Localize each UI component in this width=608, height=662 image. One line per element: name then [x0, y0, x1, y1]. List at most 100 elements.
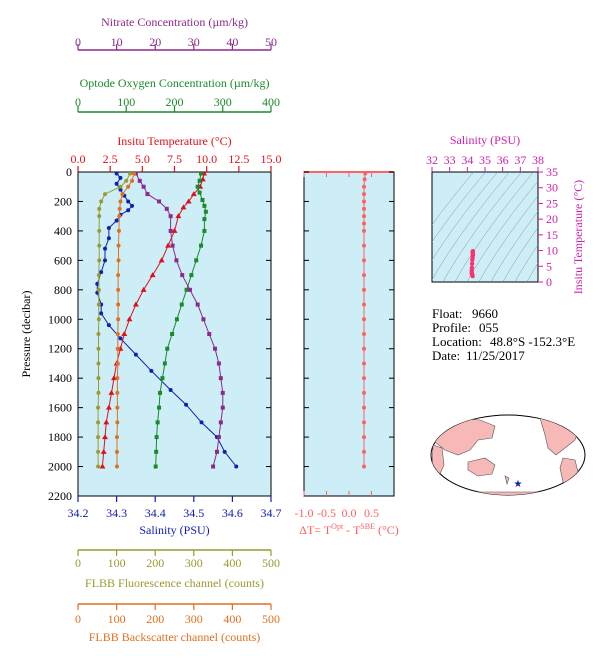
pressure-tick-label: 1800 — [48, 430, 72, 444]
info-location-label: Location: — [432, 334, 482, 349]
data-point — [213, 346, 218, 351]
data-point — [124, 178, 129, 183]
data-point — [157, 405, 162, 410]
data-point — [99, 311, 104, 316]
nitrate-tick-label: 0 — [75, 35, 81, 49]
data-point — [114, 181, 119, 186]
main-axes: 0200400600800100012001400160018002000220… — [19, 15, 282, 644]
delta-data-point — [362, 302, 366, 307]
info-date-value: 11/25/2017 — [466, 348, 525, 363]
backscatter-tick-label: 200 — [146, 612, 164, 626]
isopycnal-line — [432, 172, 498, 261]
delta-tick-label: 0.0 — [342, 506, 357, 520]
data-point — [115, 405, 120, 410]
data-point — [194, 258, 199, 263]
data-point — [190, 191, 197, 197]
data-point — [116, 258, 121, 263]
data-point — [96, 420, 101, 425]
delta-tick-label: -1.0 — [295, 506, 314, 520]
data-point — [114, 435, 119, 440]
data-point — [96, 273, 101, 278]
pressure-axis-label: Pressure (decibar) — [19, 291, 33, 378]
ts-ytick-label: 25 — [546, 196, 558, 210]
main-plot-area — [77, 171, 272, 497]
nitrate-tick-label: 30 — [188, 35, 200, 49]
info-date-label: Date: — [432, 348, 460, 363]
data-point — [222, 449, 227, 454]
temperature-tick-label: 12.5 — [228, 152, 249, 166]
data-point — [220, 390, 225, 395]
data-point — [97, 214, 102, 219]
fluorescence-axis-label: FLBB Fluorescence channel (counts) — [85, 576, 264, 590]
oxygen-tick-label: 100 — [117, 95, 135, 109]
pressure-tick-label: 800 — [54, 283, 72, 297]
delta-data-point — [362, 376, 366, 381]
ts-plot-area — [431, 171, 539, 283]
pressure-tick-label: 400 — [54, 224, 72, 238]
ts-xtick-label: 35 — [479, 153, 491, 167]
data-point — [99, 270, 104, 275]
data-point — [96, 317, 101, 322]
data-point — [118, 336, 123, 341]
data-point — [195, 184, 200, 189]
pressure-tick-label: 1400 — [48, 371, 72, 385]
data-point — [102, 434, 109, 440]
delta-data-point — [362, 420, 366, 425]
backscatter-tick-label: 0 — [75, 612, 81, 626]
data-point — [114, 449, 119, 454]
data-point — [140, 286, 147, 292]
temperature-tick-label: 5.0 — [135, 152, 150, 166]
nitrate-tick-label: 10 — [111, 35, 123, 49]
data-point — [168, 228, 173, 233]
delta-data-point — [362, 199, 366, 204]
isopycnal-line — [490, 210, 538, 282]
oxygen-tick-label: 0 — [75, 95, 81, 109]
data-point — [126, 184, 131, 189]
data-point — [96, 464, 101, 469]
data-point — [211, 464, 216, 469]
location-map: ★ — [430, 414, 586, 496]
nitrate-tick-label: 20 — [149, 35, 161, 49]
pressure-tick-label: 1600 — [48, 401, 72, 415]
data-point — [115, 361, 120, 366]
data-point — [199, 243, 204, 248]
data-point — [202, 203, 207, 208]
data-point — [121, 331, 128, 336]
pressure-tick-label: 1000 — [48, 312, 72, 326]
pressure-tick-label: 600 — [54, 253, 72, 267]
data-point — [184, 287, 189, 292]
ts-yaxis-label: Insitu Temperature (°C) — [571, 180, 585, 294]
delta-data-point — [362, 273, 366, 278]
pressure-tick-label: 200 — [54, 194, 72, 208]
data-point — [199, 420, 204, 425]
info-profile-value: 055 — [479, 320, 499, 335]
backscatter-tick-label: 300 — [185, 612, 203, 626]
data-point — [106, 323, 111, 328]
data-point — [118, 175, 123, 180]
data-point — [115, 332, 120, 336]
data-point — [126, 316, 133, 322]
isopycnal-line — [432, 172, 474, 226]
data-point — [106, 225, 111, 230]
pressure-tick-label: 2200 — [48, 489, 72, 503]
data-point — [118, 184, 123, 189]
data-point — [103, 258, 108, 263]
delta-data-point — [362, 390, 366, 395]
data-point — [96, 346, 101, 351]
data-point — [117, 214, 122, 219]
ts-data-point — [470, 249, 476, 254]
data-point — [207, 332, 212, 336]
data-point — [171, 227, 178, 233]
info-profile-label: Profile: — [432, 320, 471, 335]
salinity-tick-label: 34.6 — [222, 506, 243, 520]
backscatter-tick-label: 100 — [108, 612, 126, 626]
pressure-tick-label: 1200 — [48, 342, 72, 356]
salinity-axis: 34.2 34.3 34.4 34.5 34.6 34.7 Salinity (PSU) — [68, 496, 282, 537]
ts-ytick-label: 10 — [546, 244, 558, 258]
data-point — [218, 376, 223, 381]
isopycnal-line — [432, 172, 486, 243]
delta-tick-label: -0.5 — [317, 506, 336, 520]
map-landmass-antarctica — [434, 491, 585, 495]
data-point — [116, 243, 121, 248]
delta-data-point — [362, 243, 366, 248]
